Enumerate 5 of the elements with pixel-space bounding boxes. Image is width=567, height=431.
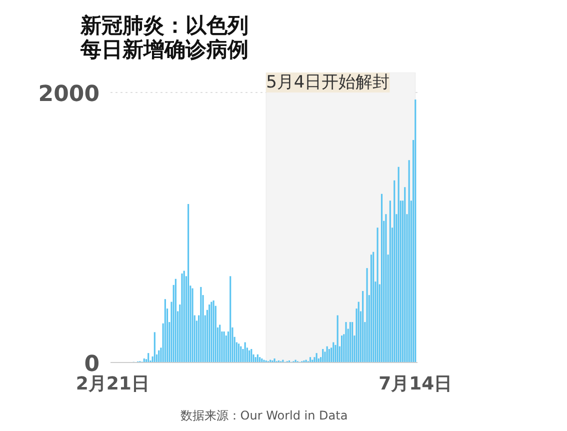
x-tick-label: 7月14日 xyxy=(378,374,452,394)
band-label: 5月4日开始解封 xyxy=(266,72,390,92)
y-tick-label: 2000 xyxy=(38,82,100,108)
source-note: 数据来源：Our World in Data xyxy=(180,408,348,422)
chart-title: 新冠肺炎：以色列每日新增确诊病例 xyxy=(80,14,248,62)
